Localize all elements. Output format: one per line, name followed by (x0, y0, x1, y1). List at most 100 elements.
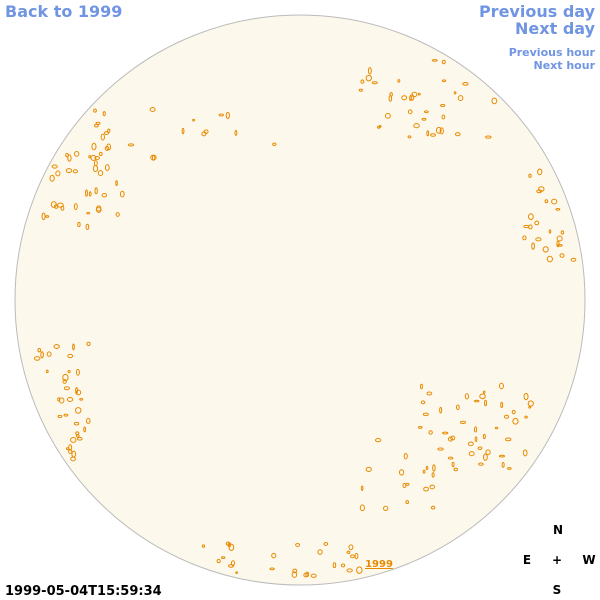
contour (115, 180, 118, 187)
contour (527, 213, 534, 221)
contour (63, 413, 69, 417)
contour (454, 132, 461, 137)
contour (356, 566, 363, 574)
contour (95, 205, 102, 213)
contour (73, 421, 80, 426)
contour (76, 436, 83, 441)
contour (371, 81, 378, 85)
contour (332, 562, 337, 569)
contour (100, 133, 105, 141)
contour (103, 131, 109, 135)
contour (473, 426, 478, 433)
contour (68, 448, 73, 454)
contour (482, 433, 486, 440)
contour (531, 242, 535, 250)
contour (228, 543, 235, 552)
contour (430, 505, 436, 510)
contour (425, 465, 429, 471)
compass-east: E (523, 553, 531, 567)
contour (538, 186, 545, 193)
contour (86, 341, 91, 347)
contour (548, 229, 552, 234)
contour (431, 472, 435, 478)
contour (303, 572, 309, 578)
contour (409, 94, 415, 101)
contour (83, 426, 86, 433)
contour (225, 111, 230, 120)
contour (403, 452, 408, 460)
contour (73, 150, 80, 157)
contour (464, 393, 470, 400)
contour (560, 230, 565, 235)
contour (555, 207, 561, 211)
contour (468, 451, 475, 457)
contour (65, 168, 73, 174)
contour (505, 437, 512, 442)
contour (75, 386, 78, 395)
contour (77, 221, 81, 228)
contour (71, 450, 77, 458)
contour (60, 205, 65, 211)
contour (407, 109, 413, 115)
contour (485, 449, 491, 456)
contour (68, 444, 73, 451)
contour (485, 135, 492, 139)
contour (401, 95, 408, 101)
contour (453, 467, 458, 472)
contour (228, 564, 235, 568)
contour (482, 390, 486, 394)
next-hour-link[interactable]: Next hour (534, 59, 596, 72)
contour (54, 204, 59, 209)
back-link[interactable]: Back to 1999 (5, 2, 122, 21)
contour (551, 198, 558, 205)
contour (559, 253, 565, 258)
contour (192, 118, 196, 122)
contour (86, 417, 91, 424)
contour (441, 114, 446, 120)
contour (295, 542, 301, 547)
contour (534, 220, 540, 226)
contour (33, 356, 41, 361)
contour (405, 500, 410, 505)
contour (67, 353, 74, 359)
compass-west: W (582, 553, 595, 567)
disk-year-link[interactable]: 1999 (365, 559, 393, 570)
contour (501, 461, 505, 468)
contour (512, 417, 519, 425)
contour (94, 187, 98, 195)
contour (93, 108, 97, 113)
previous-day-link[interactable]: Previous day (479, 2, 596, 21)
contour (413, 123, 420, 129)
contour (397, 79, 401, 83)
contour (317, 549, 323, 555)
contour (500, 401, 504, 408)
contour (74, 407, 82, 414)
next-day-link[interactable]: Next day (515, 19, 596, 38)
contour (570, 257, 577, 262)
contour (66, 397, 74, 402)
contour (354, 552, 359, 560)
contour (37, 348, 42, 353)
contour (119, 190, 125, 198)
contour (429, 484, 435, 490)
contour (269, 567, 275, 571)
contour (234, 129, 238, 136)
contour (45, 369, 49, 374)
contour (365, 74, 372, 82)
previous-hour-link[interactable]: Previous hour (509, 46, 596, 59)
contour (389, 92, 393, 97)
contour (149, 107, 156, 112)
contour (422, 412, 429, 417)
contour (367, 67, 372, 75)
contour (40, 351, 44, 359)
contour (453, 91, 457, 95)
compass-center: + (552, 553, 562, 567)
contour (423, 110, 429, 114)
contour (535, 237, 542, 242)
contour (88, 155, 92, 159)
contour (467, 441, 474, 447)
contour (72, 169, 79, 174)
contour (45, 215, 50, 218)
contour (507, 467, 512, 470)
